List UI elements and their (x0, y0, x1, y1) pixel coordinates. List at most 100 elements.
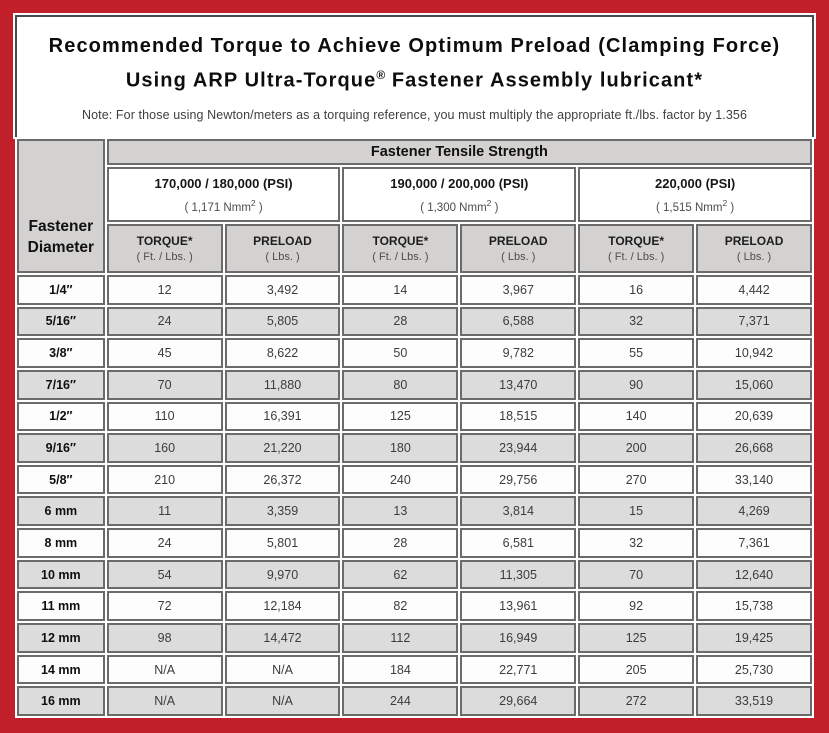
value-cell: 272 (578, 686, 695, 716)
value-cell: 15,060 (696, 369, 812, 400)
nmm-label-3: ( 1,515 Nmm2 ) (655, 197, 735, 214)
table-header-row-strength: 170,000 / 180,000 (PSI) ( 1,171 Nmm2 ) 1… (17, 167, 812, 222)
value-cell: 12 (106, 275, 223, 305)
value-cell: 4,442 (696, 275, 812, 305)
value-cell: 7,361 (696, 528, 812, 558)
value-cell: 7,371 (696, 306, 812, 337)
table-row: 11 mm 72 12,184 82 13,961 92 15,738 (17, 591, 812, 622)
value-cell: 26,372 (224, 464, 341, 495)
main-header-cell: Fastener Tensile Strength (106, 139, 812, 165)
value-cell: 24 (106, 528, 223, 558)
value-cell: 13,470 (460, 369, 577, 400)
value-cell: 270 (578, 464, 695, 495)
table-header-row-columns: TORQUE* ( Ft. / Lbs. ) PRELOAD ( Lbs. ) … (17, 224, 812, 273)
value-cell: N/A (224, 654, 341, 685)
value-cell: 70 (578, 559, 695, 590)
table-row: 5/16″ 24 5,805 28 6,588 32 7,371 (17, 306, 812, 337)
diameter-cell: 14 mm (17, 654, 105, 685)
value-cell: 8,622 (224, 338, 341, 368)
value-cell: 180 (342, 433, 459, 463)
diameter-cell: 8 mm (17, 528, 105, 558)
value-cell: 11 (106, 496, 223, 527)
diameter-cell: 1/4″ (17, 275, 105, 305)
value-cell: 33,140 (696, 464, 812, 495)
value-cell: 110 (106, 401, 223, 432)
value-cell: 160 (106, 433, 223, 463)
nmm-label-1: ( 1,171 Nmm2 ) (184, 197, 263, 214)
value-cell: 125 (342, 401, 459, 432)
torque-table: Fastener Diameter Fastener Tensile Stren… (15, 137, 814, 718)
value-cell: 11,305 (460, 559, 577, 590)
table-row: 10 mm 54 9,970 62 11,305 70 12,640 (17, 559, 812, 590)
value-cell: 16,391 (224, 401, 341, 432)
diameter-cell: 16 mm (17, 686, 105, 716)
value-cell: 29,664 (460, 686, 577, 716)
table-row: 9/16″ 160 21,220 180 23,944 200 26,668 (17, 433, 812, 463)
preload-column-header-2: PRELOAD ( Lbs. ) (460, 224, 577, 273)
table-row: 12 mm 98 14,472 112 16,949 125 19,425 (17, 623, 812, 653)
value-cell: 3,814 (460, 496, 577, 527)
diameter-cell: 10 mm (17, 559, 105, 590)
strength-group-cell-1: 170,000 / 180,000 (PSI) ( 1,171 Nmm2 ) (106, 167, 341, 222)
value-cell: 29,756 (460, 464, 577, 495)
value-cell: 205 (578, 654, 695, 685)
value-cell: 210 (106, 464, 223, 495)
value-cell: 55 (578, 338, 695, 368)
conversion-note: Note: For those using Newton/meters as a… (81, 107, 747, 122)
value-cell: 240 (342, 464, 459, 495)
diameter-cell: 5/16″ (17, 306, 105, 337)
value-cell: 33,519 (696, 686, 812, 716)
nmm-label-2: ( 1,300 Nmm2 ) (420, 197, 499, 214)
table-row: 3/8″ 45 8,622 50 9,782 55 10,942 (17, 338, 812, 368)
value-cell: N/A (106, 654, 223, 685)
content-panel: Recommended Torque to Achieve Optimum Pr… (15, 15, 814, 718)
value-cell: 25,730 (696, 654, 812, 685)
diameter-cell: 5/8″ (17, 464, 105, 495)
registered-trademark-symbol: ® (376, 68, 386, 82)
value-cell: 9,782 (460, 338, 577, 368)
value-cell: 244 (342, 686, 459, 716)
torque-column-header-2: TORQUE* ( Ft. / Lbs. ) (342, 224, 459, 273)
value-cell: 14,472 (224, 623, 341, 653)
value-cell: 10,942 (696, 338, 812, 368)
value-cell: 5,805 (224, 306, 341, 337)
value-cell: 3,492 (224, 275, 341, 305)
psi-label-3: 220,000 (PSI) (654, 175, 736, 191)
table-row: 7/16″ 70 11,880 80 13,470 90 15,060 (17, 369, 812, 400)
value-cell: 12,640 (696, 559, 812, 590)
value-cell: 11,880 (224, 369, 341, 400)
value-cell: 54 (106, 559, 223, 590)
value-cell: N/A (224, 686, 341, 716)
strength-group-cell-3: 220,000 (PSI) ( 1,515 Nmm2 ) (578, 167, 812, 222)
value-cell: 6,581 (460, 528, 577, 558)
value-cell: 98 (106, 623, 223, 653)
value-cell: 16,949 (460, 623, 577, 653)
value-cell: 15,738 (696, 591, 812, 622)
value-cell: 50 (342, 338, 459, 368)
preload-column-header-1: PRELOAD ( Lbs. ) (224, 224, 341, 273)
value-cell: 26,668 (696, 433, 812, 463)
value-cell: 200 (578, 433, 695, 463)
value-cell: 16 (578, 275, 695, 305)
value-cell: 32 (578, 528, 695, 558)
value-cell: 45 (106, 338, 223, 368)
table-body: Fastener Diameter Fastener Tensile Stren… (17, 139, 812, 716)
table-row: 14 mm N/A N/A 184 22,771 205 25,730 (17, 654, 812, 685)
value-cell: 28 (342, 306, 459, 337)
value-cell: 80 (342, 369, 459, 400)
value-cell: 4,269 (696, 496, 812, 527)
value-cell: 15 (578, 496, 695, 527)
diameter-cell: 7/16″ (17, 369, 105, 400)
diameter-cell: 9/16″ (17, 433, 105, 463)
value-cell: 112 (342, 623, 459, 653)
diameter-cell: 11 mm (17, 591, 105, 622)
psi-label-1: 170,000 / 180,000 (PSI) (154, 175, 293, 191)
value-cell: 19,425 (696, 623, 812, 653)
page-title-line2-prefix: Using ARP Ultra-Torque (125, 69, 377, 92)
table-row: 16 mm N/A N/A 244 29,664 272 33,519 (17, 686, 812, 716)
table-row: 5/8″ 210 26,372 240 29,756 270 33,140 (17, 464, 812, 495)
value-cell: 13 (342, 496, 459, 527)
table-row: 8 mm 24 5,801 28 6,581 32 7,361 (17, 528, 812, 558)
value-cell: 23,944 (460, 433, 577, 463)
